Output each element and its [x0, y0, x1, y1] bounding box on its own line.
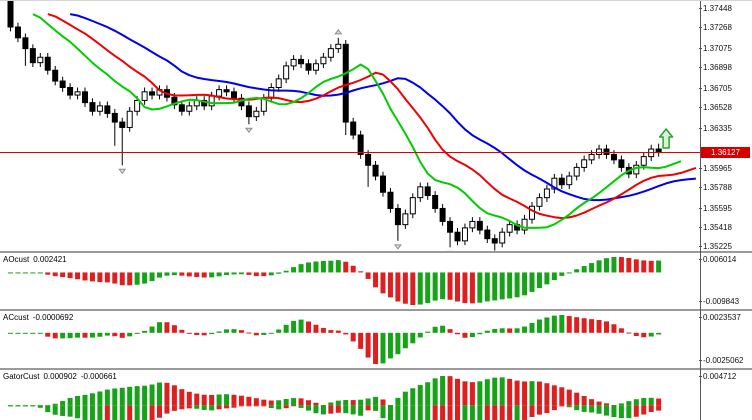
indicator-name: ACcust [3, 313, 29, 322]
current-price-line [0, 152, 700, 153]
gator-scale-max: 0.004712 [698, 372, 737, 381]
ac-histogram-canvas[interactable] [0, 311, 700, 368]
indicator-name: AOcust [3, 255, 30, 264]
y-axis-tick-label: 1.35225 [699, 242, 732, 251]
pane-separator[interactable] [0, 251, 752, 253]
pane-separator[interactable] [0, 309, 752, 311]
ao-histogram-canvas[interactable] [0, 253, 700, 309]
y-axis-line [700, 1, 701, 420]
y-axis-tick-label: 1.36898 [699, 63, 732, 73]
gator-histogram-canvas[interactable] [0, 370, 700, 420]
indicator-value: 0.000902 [43, 372, 77, 381]
current-price-badge: 1.36127 [701, 147, 750, 158]
pane-separator[interactable] [0, 368, 752, 370]
y-axis-tick-label: 1.37075 [699, 44, 732, 54]
y-axis-tick-label: 1.35418 [699, 223, 732, 233]
y-axis-tick-label: 1.36528 [699, 103, 732, 113]
y-axis-tick-label: 1.35595 [699, 203, 732, 213]
y-axis-tick-label: 1.36335 [699, 124, 732, 134]
ao-scale-min: -0.009843 [698, 297, 740, 306]
indicator-name: GatorCust [3, 372, 40, 381]
y-axis-tick-label: 1.36705 [699, 84, 732, 94]
accelerator-oscillator-pane[interactable]: ACcust -0.0000692 0.0023537 -0.0025062 [0, 311, 752, 368]
ac-scale-max: 0.0023537 [699, 313, 741, 322]
y-axis-tick-label: 1.37268 [699, 23, 732, 33]
gator-pane-label: GatorCust 0.000902 -0.000661 [3, 372, 121, 381]
ao-pane-label: AOcust 0.002421 [3, 255, 71, 264]
indicator-value-2: -0.000661 [80, 372, 117, 381]
ac-pane-label: ACcust -0.0000692 [3, 313, 77, 322]
y-axis-tick-label: 1.37448 [699, 3, 732, 13]
main-price-pane[interactable]: 1.37448 1.37268 1.37075 1.36898 1.36705 1.365… [0, 1, 752, 251]
ac-scale-min: -0.0025062 [698, 356, 744, 365]
candlestick-canvas[interactable] [0, 1, 700, 251]
awesome-oscillator-pane[interactable]: AOcust 0.002421 0.006014 -0.009843 [0, 253, 752, 309]
indicator-value: -0.0000692 [32, 313, 74, 322]
indicator-value: 0.002421 [33, 255, 67, 264]
y-axis-tick-label: 1.35788 [699, 183, 732, 193]
ao-scale-max: 0.006014 [698, 255, 737, 264]
y-axis-tick-label: 1.35965 [699, 164, 732, 174]
gator-oscillator-pane[interactable]: GatorCust 0.000902 -0.000661 0.004712 [0, 370, 752, 420]
